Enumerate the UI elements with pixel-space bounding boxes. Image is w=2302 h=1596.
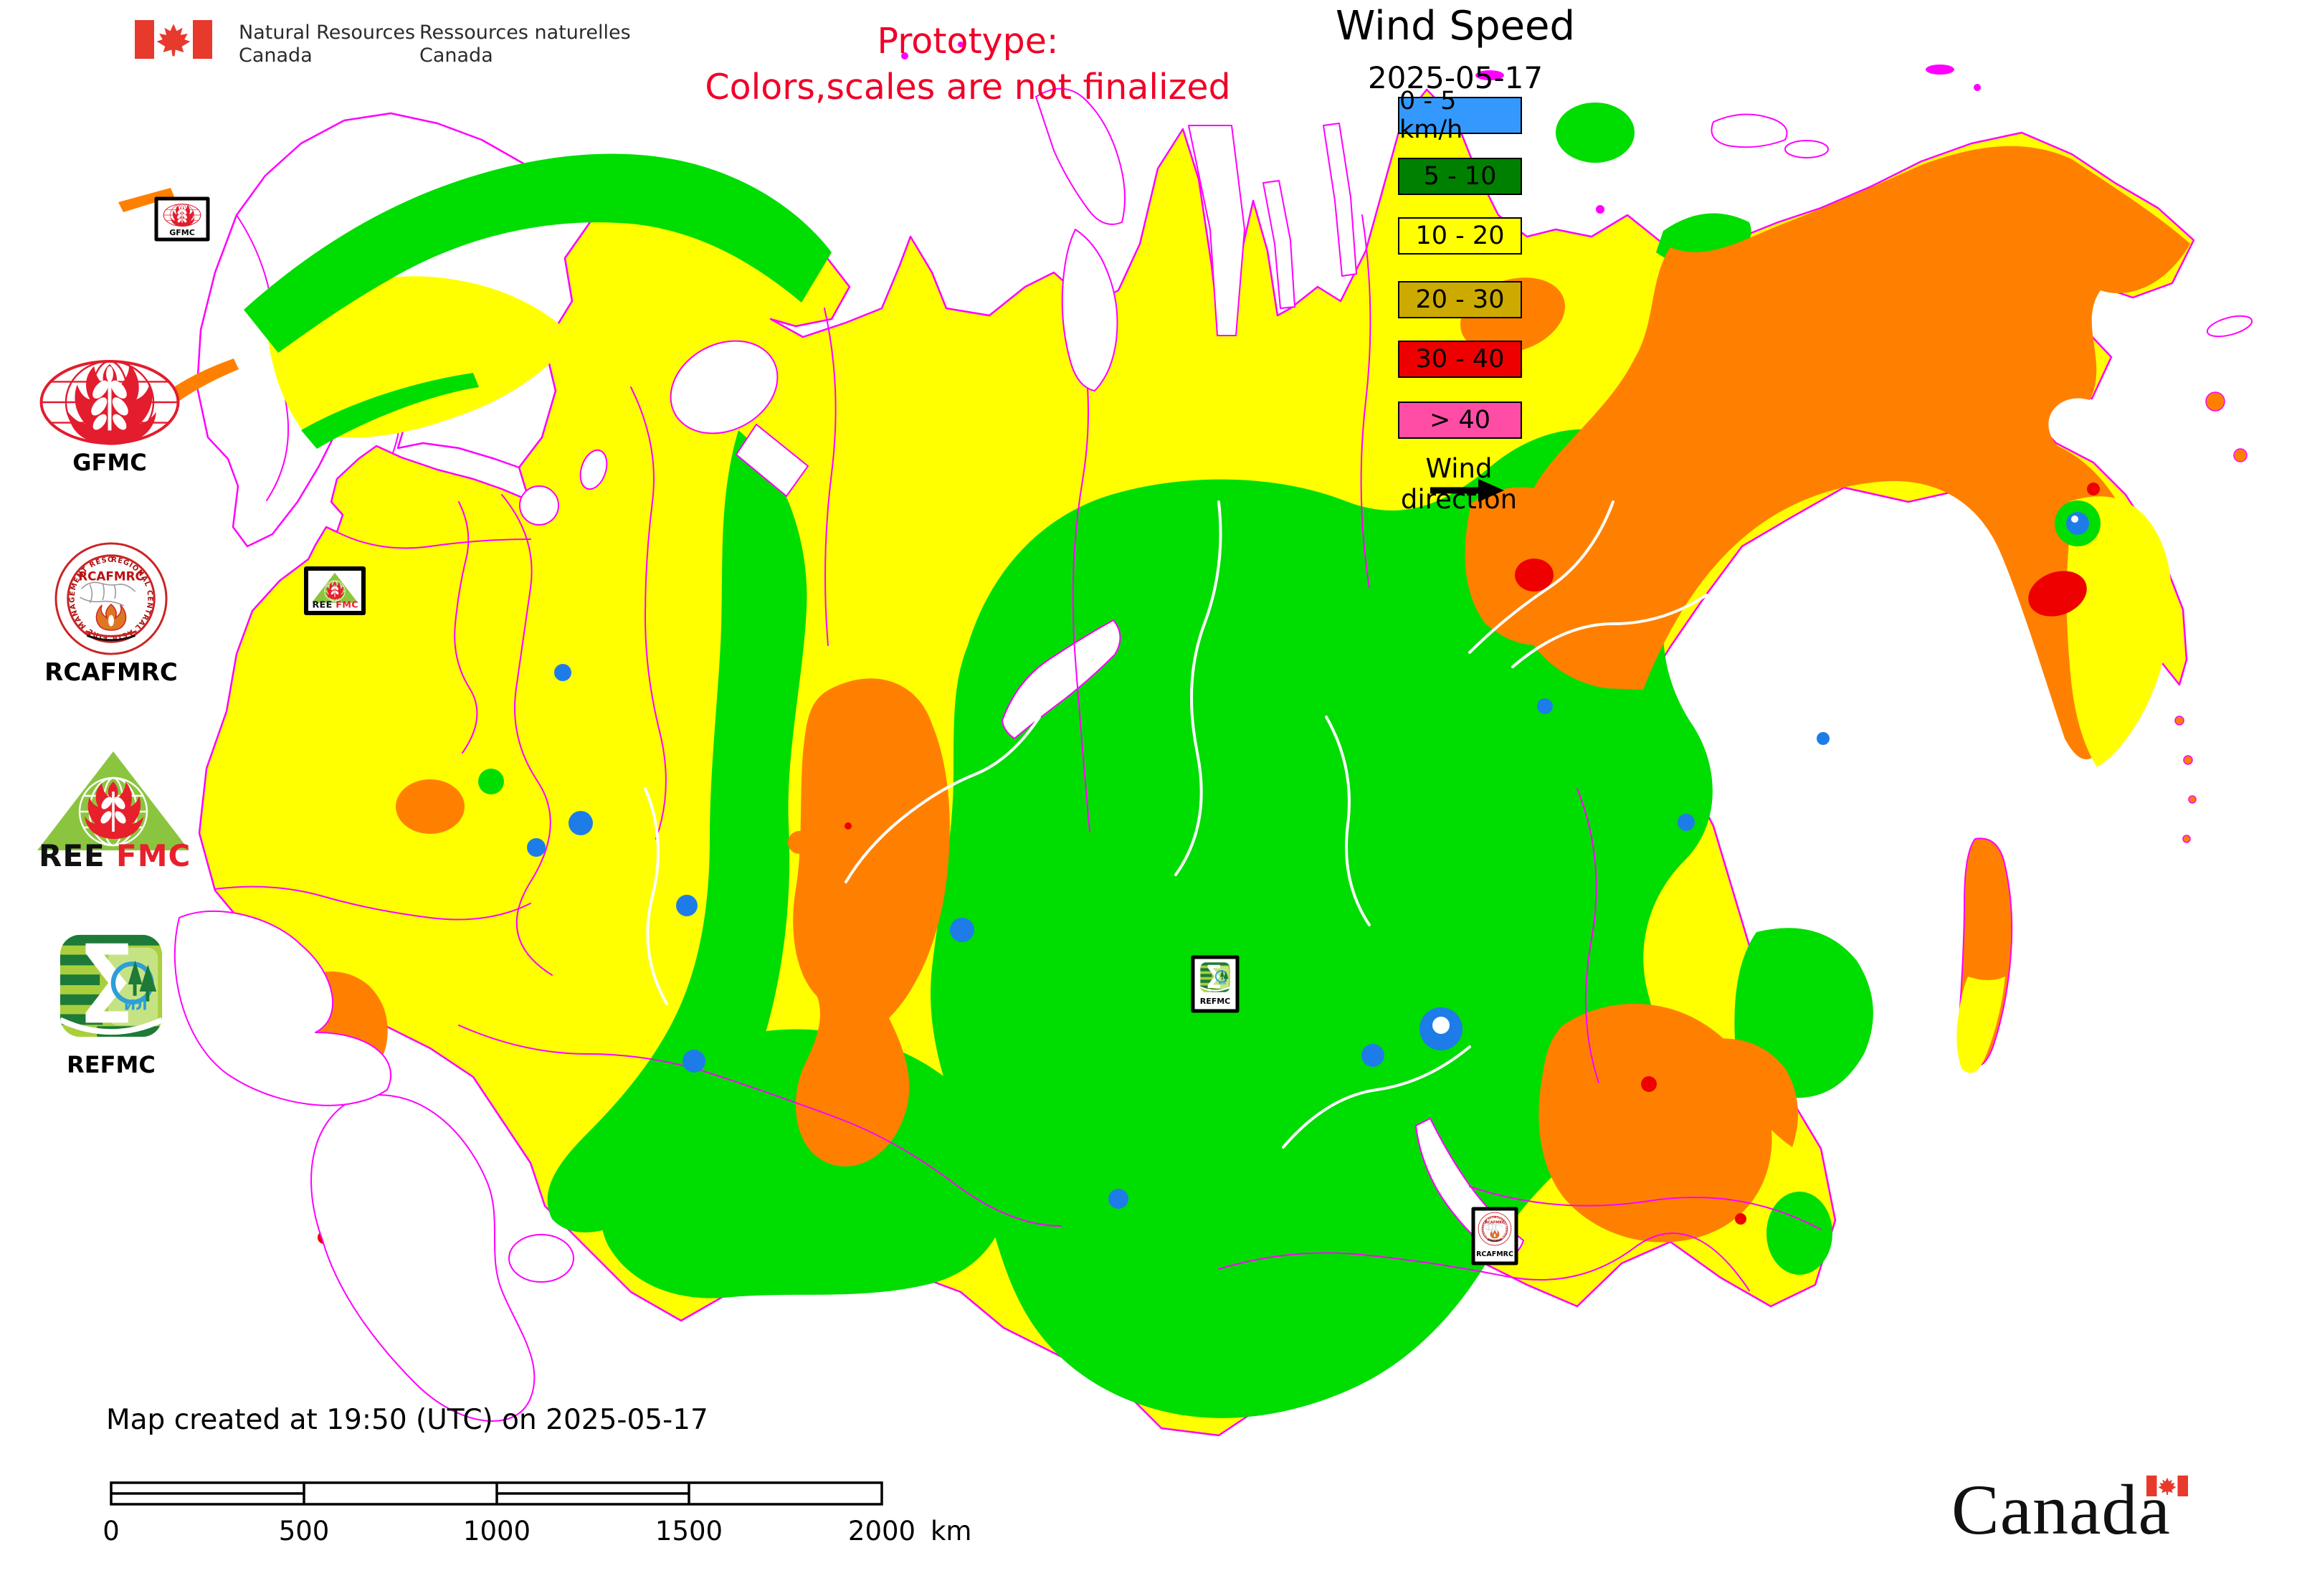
legend-item-10-20-label: 10 - 20 (1415, 222, 1505, 250)
legend-date: 2025-05-17 (1367, 60, 1544, 95)
agency-fr-line1: Ressources naturelles (419, 22, 631, 44)
wind-direction-arrow-icon (1430, 479, 1504, 502)
legend-item-0-5: 0 - 5 km/h (1398, 87, 1522, 144)
scale-bar (110, 1481, 883, 1506)
legend-item-10-20: 10 - 20 (1398, 217, 1522, 255)
legend-item-5-10: 5 - 10 (1398, 158, 1522, 195)
reefmc-logo-icon (36, 750, 192, 869)
region-borders (214, 214, 1822, 1291)
agency-name-fr: Ressources naturelles Canada (419, 22, 631, 68)
map-geography: GFMC REFMC RCAFMRC (118, 42, 2253, 1437)
agency-en-line1: Natural Resources (239, 22, 416, 44)
scale-tick-1000: 1000 (462, 1516, 531, 1547)
red-spots (318, 483, 2100, 1244)
kamchatka-yellow-core (2066, 496, 2172, 767)
green-region-primorye (1766, 1192, 1832, 1275)
scale-unit: km (931, 1516, 972, 1547)
prototype-line1: Prototype: (877, 21, 1059, 62)
orange-spot-cw2 (889, 883, 915, 909)
map-marker-gfmc: GFMC (154, 196, 210, 242)
map-marker-reefmc (304, 566, 366, 615)
map-created-text: Map created at 19:50 (UTC) on 2025-05-17 (106, 1404, 708, 1436)
scale-tick-500: 500 (278, 1516, 330, 1547)
rivers (644, 500, 1708, 1149)
map-marker-rcafmrc-label: RCAFMRC (1476, 1250, 1513, 1258)
agency-en-line2: Canada (239, 44, 313, 67)
calm-blue-dots (527, 664, 1830, 1209)
green-region-central (931, 429, 1713, 1418)
legend-item-5-10-label: 5 - 10 (1423, 162, 1497, 191)
legend-item-gt40-label: > 40 (1430, 406, 1490, 434)
map-marker-refmc: REFMC (1191, 955, 1240, 1013)
kamchatka-white-dot (2071, 516, 2078, 523)
prototype-line2: Colors,scales are not finalized (705, 66, 1231, 108)
scandinavia-yellow-area (265, 276, 574, 438)
wordmark-flag-icon (2146, 1476, 2188, 1496)
green-region-scandinavia (244, 153, 832, 353)
legend-item-gt40: > 40 (1398, 402, 1522, 439)
orange-region-northeast (1511, 146, 2190, 759)
green-region-ural (547, 430, 807, 1232)
scale-tick-1500: 1500 (655, 1516, 723, 1547)
gfmc-logo-icon (36, 357, 184, 447)
map-marker-refmc-label: REFMC (1200, 997, 1231, 1006)
gfmc-caption: GFMC (72, 449, 147, 476)
map-marker-rcafmrc: RCAFMRC (1471, 1207, 1518, 1265)
green-spot-c (974, 678, 993, 696)
canada-wordmark: Canada (1951, 1470, 2171, 1549)
rcafmrc-caption: RCAFMRC (44, 658, 178, 687)
legend-item-20-30-label: 20 - 30 (1415, 285, 1505, 314)
orange-region-volgograd (396, 779, 465, 834)
legend-item-30-40: 30 - 40 (1398, 341, 1522, 378)
legend-title: Wind Speed (1335, 3, 1576, 49)
agency-fr-line2: Canada (419, 44, 493, 67)
calm-dot-white-center (1432, 1017, 1450, 1034)
orange-region-southeast (1538, 1004, 1772, 1243)
legend-item-0-5-label: 0 - 5 km/h (1399, 87, 1463, 144)
orange-region-se-tongue (1706, 1038, 1798, 1147)
prototype-disclaimer: Prototype: Colors,scales are not finaliz… (645, 19, 1290, 110)
arctic-islands (901, 42, 2253, 843)
wind-direction-label: Wind direction (1400, 453, 1518, 515)
green-streak-scandinavia (301, 373, 479, 449)
scale-tick-0: 0 (103, 1516, 120, 1547)
scale-tick-2000: 2000 (847, 1516, 916, 1547)
kamchatka-blue-dot (2066, 512, 2089, 535)
green-spot-ne1 (1556, 103, 1635, 163)
refmc-caption: REFMC (67, 1051, 156, 1078)
orange-region-centralwest (793, 678, 950, 1167)
legend-item-30-40-label: 30 - 40 (1415, 345, 1505, 374)
sakhalin-south-yellow (1956, 977, 2005, 1073)
rcafmrc-logo-icon (54, 542, 168, 655)
agency-name-en: Natural Resources Canada (239, 22, 415, 68)
green-spot-w (478, 769, 504, 794)
orange-streak-nw1 (118, 188, 174, 212)
refmc-logo-icon (54, 929, 168, 1042)
orange-spot-cw1 (788, 831, 811, 854)
map-marker-gfmc-label: GFMC (169, 228, 195, 237)
legend-item-20-30: 20 - 30 (1398, 281, 1522, 318)
canada-flag-icon (135, 20, 212, 59)
